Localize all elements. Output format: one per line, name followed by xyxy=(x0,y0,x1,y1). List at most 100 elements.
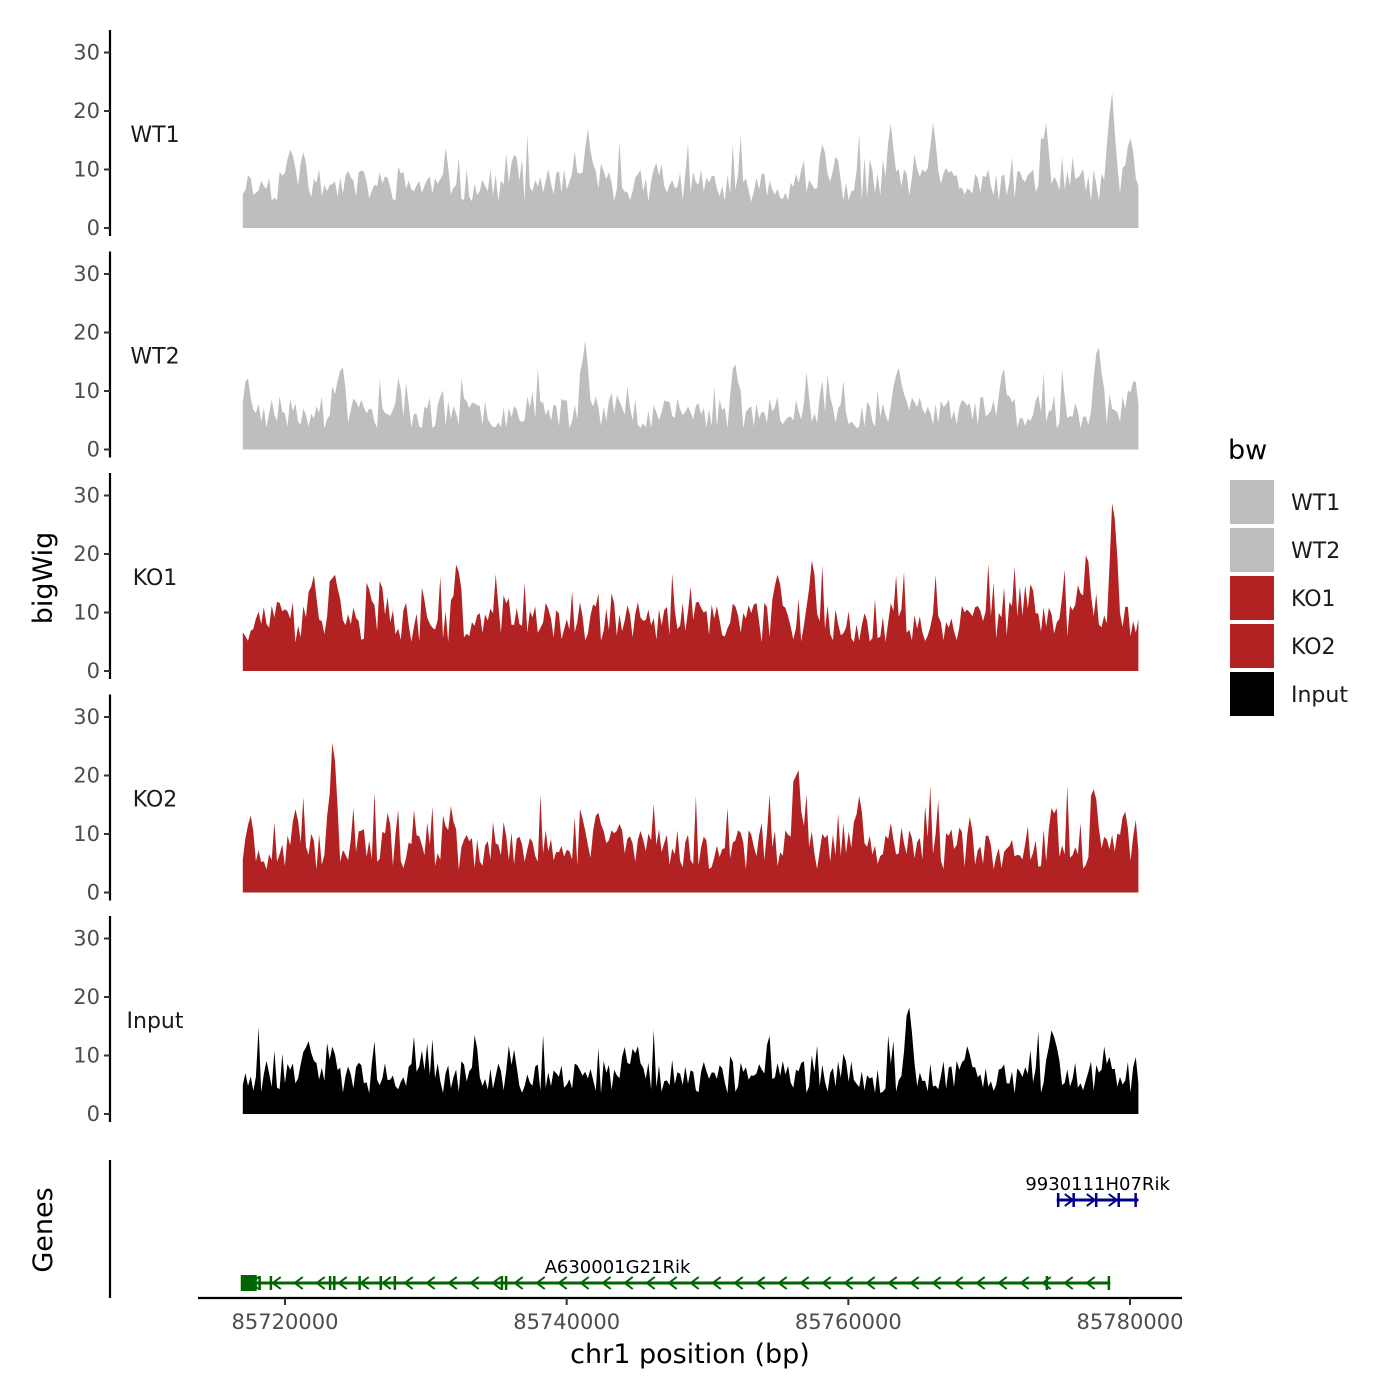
y-tick-label: 10 xyxy=(73,822,100,846)
y-tick-label: 10 xyxy=(73,158,100,182)
y-tick-label: 20 xyxy=(73,99,100,123)
strand-arrow xyxy=(821,1276,832,1290)
strand-arrow xyxy=(315,1276,326,1290)
y-tick-label: 0 xyxy=(87,659,100,683)
coverage-area-input xyxy=(242,1007,1139,1114)
strand-arrow xyxy=(931,1276,942,1290)
legend-label: KO1 xyxy=(1291,587,1336,612)
strand-arrow xyxy=(557,1276,568,1290)
x-tick-label: 85740000 xyxy=(513,1310,620,1334)
track-wt2: 0 10 20 30 WT2 xyxy=(73,251,1139,462)
strand-arrow xyxy=(1108,1193,1119,1207)
strand-arrow xyxy=(1086,1193,1097,1207)
y-axis-title-group: bigWig xyxy=(28,532,59,625)
strand-arrow xyxy=(997,1276,1008,1290)
y-tick-label: 10 xyxy=(73,601,100,625)
coverage-area-ko2 xyxy=(242,742,1139,893)
x-tick-label: 85760000 xyxy=(795,1310,902,1334)
strand-arrow xyxy=(645,1276,656,1290)
y-tick-label: 10 xyxy=(73,379,100,403)
legend-title: bw xyxy=(1228,435,1267,466)
x-axis-title: chr1 position (bp) xyxy=(570,1339,810,1370)
strand-arrow xyxy=(425,1276,436,1290)
gene-label: 9930111H07Rik xyxy=(1025,1174,1170,1195)
y-tick-label: 20 xyxy=(73,542,100,566)
strand-arrow xyxy=(887,1276,898,1290)
y-tick-label: 20 xyxy=(73,321,100,345)
coverage-area-ko1 xyxy=(242,503,1139,671)
strand-arrow xyxy=(953,1276,964,1290)
y-tick-label: 30 xyxy=(73,484,100,508)
y-tick-label: 20 xyxy=(73,764,100,788)
coverage-area-wt1 xyxy=(242,92,1139,228)
track-label: KO1 xyxy=(133,566,178,591)
strand-arrow xyxy=(777,1276,788,1290)
strand-arrow xyxy=(469,1276,480,1290)
strand-arrow xyxy=(535,1276,546,1290)
strand-arrow xyxy=(755,1276,766,1290)
track-label: WT1 xyxy=(130,123,179,148)
legend-label: KO2 xyxy=(1291,635,1336,660)
legend-label: WT2 xyxy=(1291,539,1340,564)
strand-arrow xyxy=(579,1276,590,1290)
strand-arrow xyxy=(293,1276,304,1290)
y-tick-label: 30 xyxy=(73,927,100,951)
coverage-tracks: 0 10 20 30 WT1 0 10 20 30 WT2 0 10 20 30 KO1 0 10 20 30 KO2… xyxy=(73,30,1139,1126)
gene-9930111h07rik: 9930111H07Rik xyxy=(1025,1174,1170,1207)
track-label: Input xyxy=(127,1009,184,1034)
y-tick-label: 0 xyxy=(87,216,100,240)
gene-start-block xyxy=(240,1275,257,1291)
y-tick-label: 0 xyxy=(87,881,100,905)
strand-arrow xyxy=(667,1276,678,1290)
y-axis-title: bigWig xyxy=(28,532,59,625)
coverage-area-wt2 xyxy=(242,340,1139,450)
strand-arrow xyxy=(403,1276,414,1290)
legend-swatch xyxy=(1230,480,1274,524)
track-label: KO2 xyxy=(133,788,178,813)
strand-arrow xyxy=(491,1276,502,1290)
strand-arrow xyxy=(733,1276,744,1290)
strand-arrow xyxy=(799,1276,810,1290)
strand-arrow xyxy=(623,1276,634,1290)
strand-arrow xyxy=(865,1276,876,1290)
strand-arrow xyxy=(689,1276,700,1290)
strand-arrow xyxy=(601,1276,612,1290)
strand-arrow xyxy=(337,1276,348,1290)
x-tick-label: 85780000 xyxy=(1077,1310,1184,1334)
gene-a630001g21rik: A630001G21Rik xyxy=(240,1257,1111,1291)
y-tick-label: 30 xyxy=(73,41,100,65)
genes-axis-title: Genes xyxy=(28,1187,59,1272)
strand-arrow xyxy=(975,1276,986,1290)
strand-arrow xyxy=(1085,1276,1096,1290)
y-tick-label: 30 xyxy=(73,705,100,729)
track-input: 0 10 20 30 Input xyxy=(73,916,1139,1126)
strand-arrow xyxy=(513,1276,524,1290)
legend-label: WT1 xyxy=(1291,491,1340,516)
y-tick-label: 20 xyxy=(73,985,100,1009)
y-tick-label: 10 xyxy=(73,1044,100,1068)
legend: bw WT1 WT2 KO1 KO2 Input xyxy=(1228,435,1348,716)
strand-arrow xyxy=(381,1276,392,1290)
y-tick-label: 30 xyxy=(73,262,100,286)
track-ko1: 0 10 20 30 KO1 xyxy=(73,473,1139,683)
x-axis: chr1 position (bp) 85720000 85740000 85760… xyxy=(198,1296,1184,1370)
legend-swatch xyxy=(1230,624,1274,668)
strand-arrow xyxy=(909,1276,920,1290)
strand-arrow xyxy=(711,1276,722,1290)
track-label: WT2 xyxy=(130,345,179,370)
strand-arrow xyxy=(843,1276,854,1290)
y-tick-label: 0 xyxy=(87,438,100,462)
genes-panel: Genes 9930111H07Rik A630001G21Rik xyxy=(28,1160,1170,1298)
strand-arrow xyxy=(447,1276,458,1290)
strand-arrow xyxy=(1019,1276,1030,1290)
track-ko2: 0 10 20 30 KO2 xyxy=(73,694,1139,905)
legend-swatch xyxy=(1230,528,1274,572)
strand-arrow xyxy=(1063,1276,1074,1290)
legend-swatch xyxy=(1230,672,1274,716)
y-tick-label: 0 xyxy=(87,1102,100,1126)
legend-label: Input xyxy=(1291,683,1348,708)
x-tick-label: 85720000 xyxy=(232,1310,339,1334)
strand-arrow xyxy=(271,1276,282,1290)
gene-label: A630001G21Rik xyxy=(545,1257,691,1278)
